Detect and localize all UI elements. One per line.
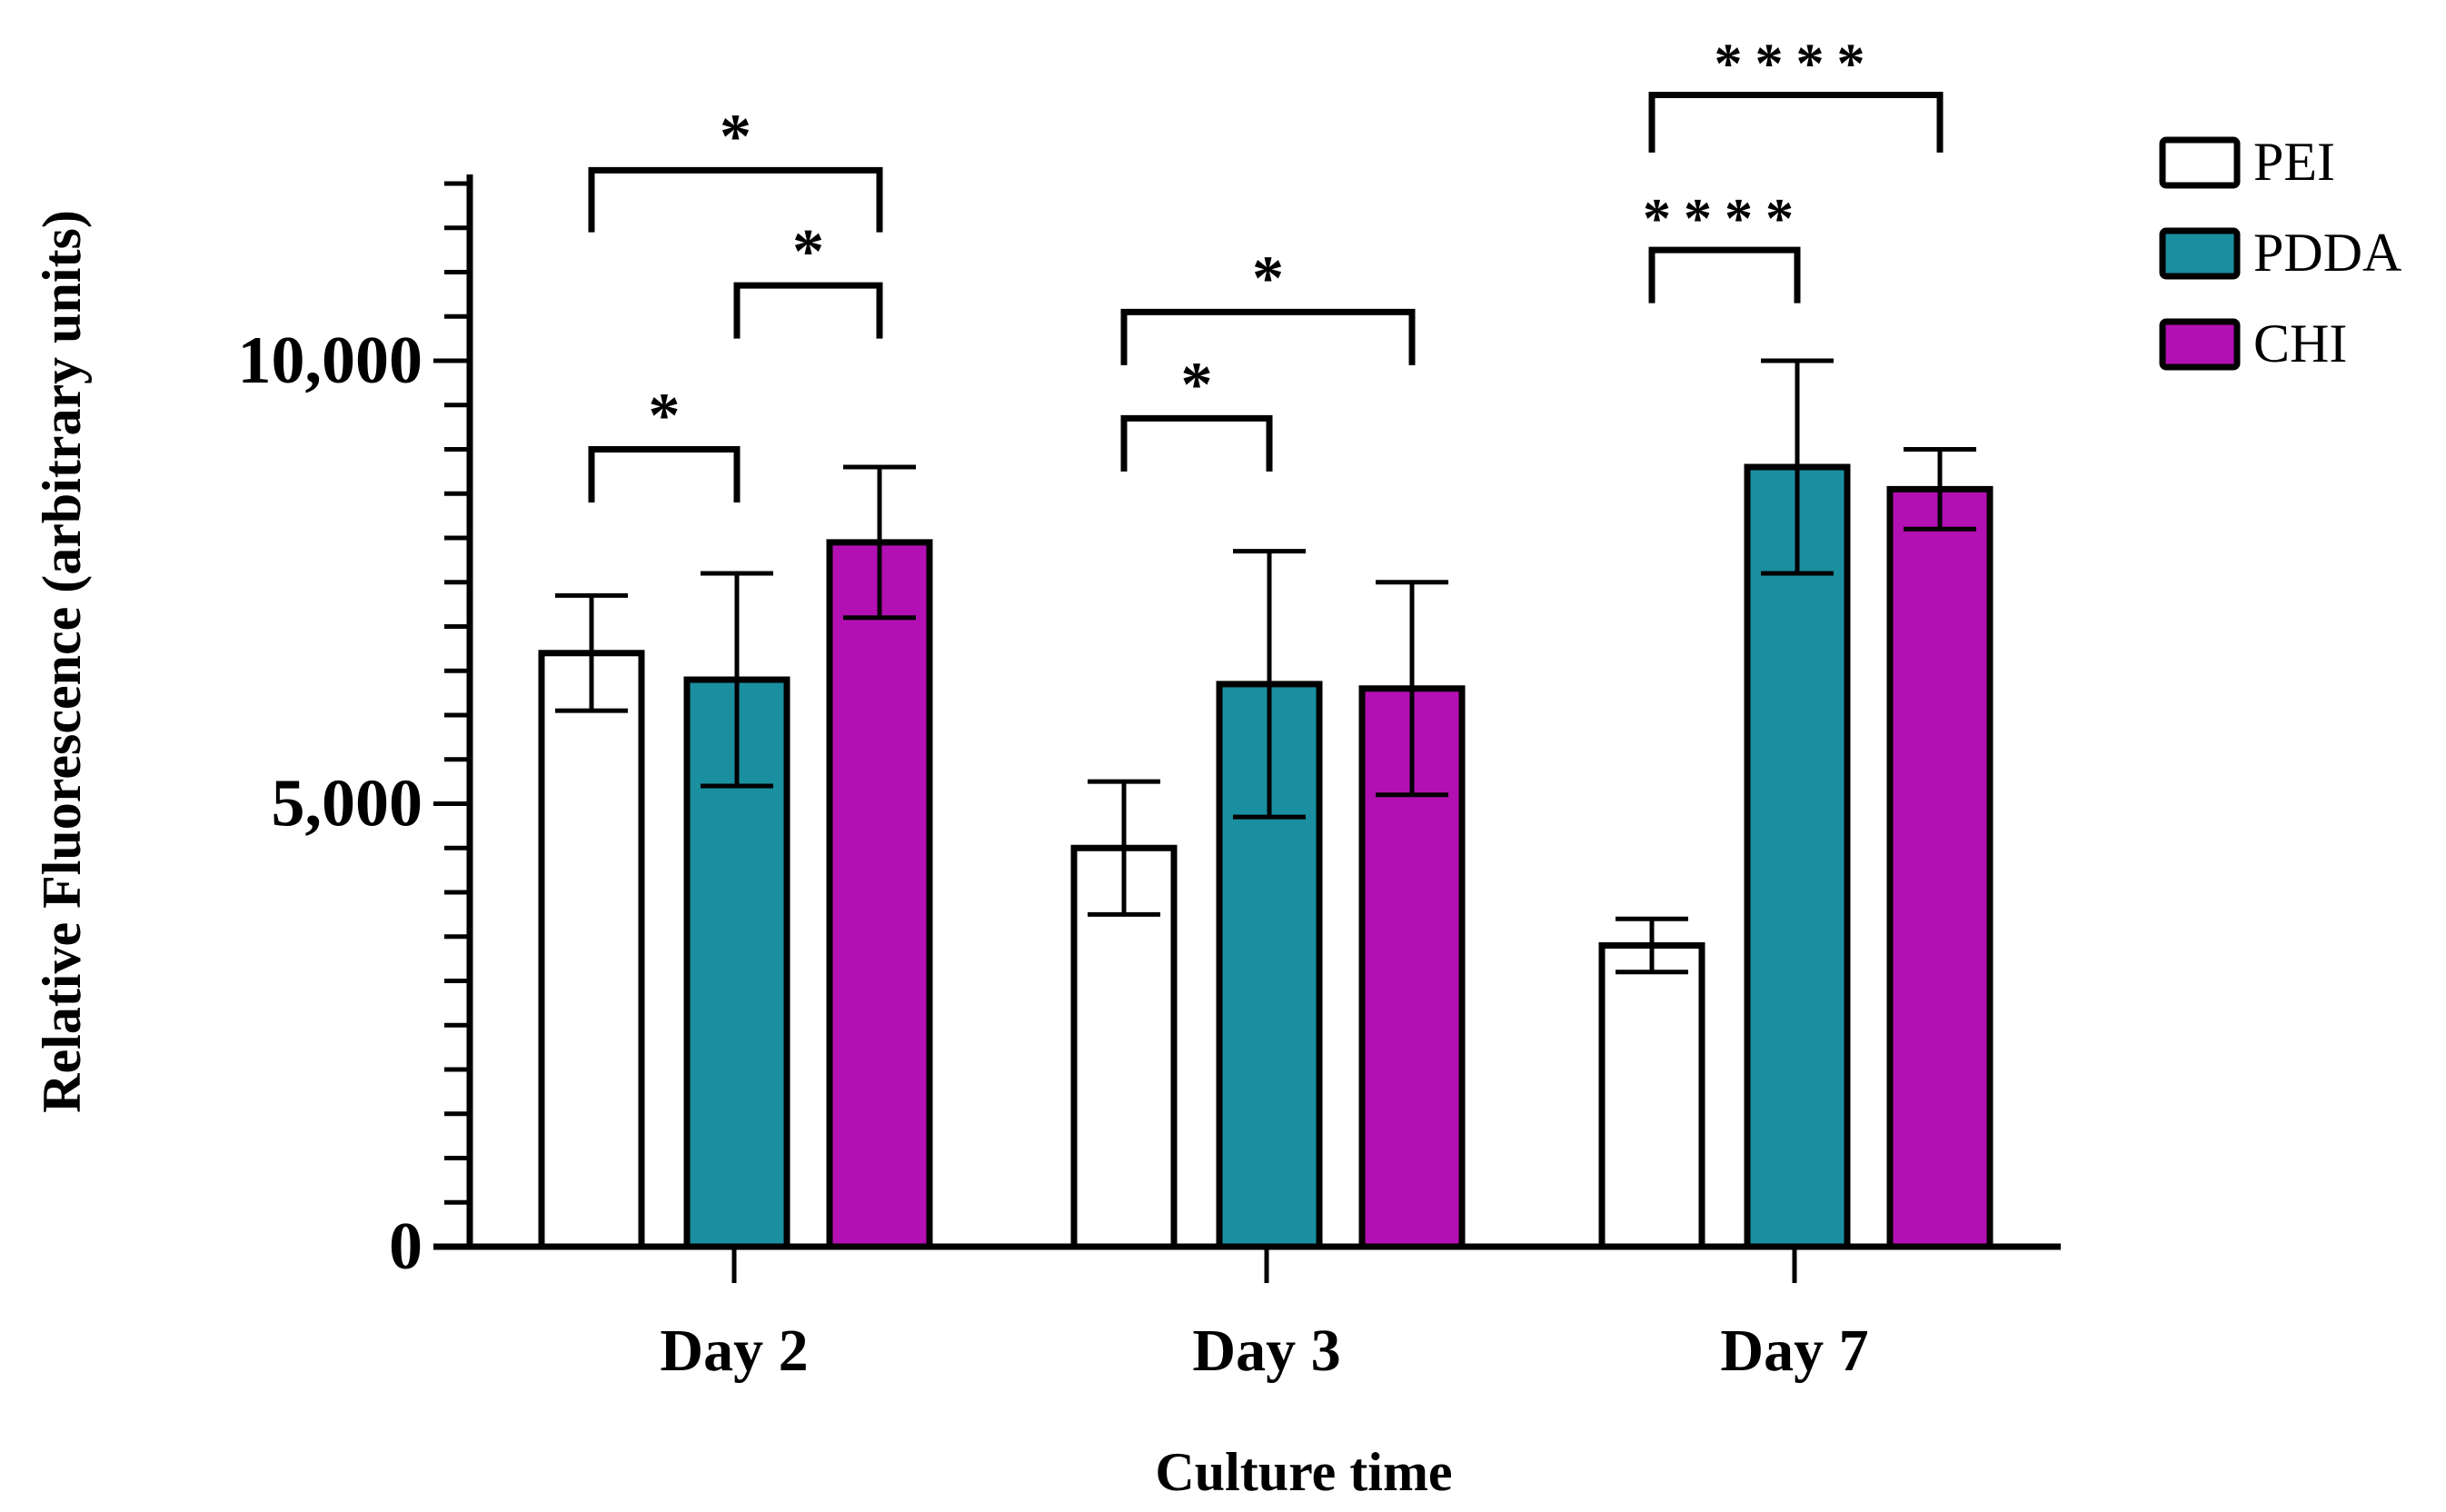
axes (433, 174, 2061, 1250)
error-bar (1616, 916, 1688, 975)
significance-bracket (1648, 92, 1944, 153)
x-tick-labels: Day 2 Day 3 Day 7 (660, 1318, 1868, 1384)
bar-pei-day-7 (1598, 942, 1705, 1250)
y-tick-label: 10,000 (238, 323, 423, 398)
error-bar (843, 464, 916, 621)
significance-bracket (1120, 414, 1273, 472)
error-bar (555, 592, 628, 713)
legend-label-pei: PEI (2253, 132, 2335, 192)
significance-bracket (733, 282, 883, 339)
legend-label-pdda: PDDA (2253, 223, 2401, 283)
legend-swatch-pei (2159, 136, 2241, 189)
y-axis-label: Relative Fluorescence (arbitrary units) (32, 210, 92, 1113)
x-tick-label: Day 3 (1192, 1318, 1340, 1384)
significance-label: * (1252, 244, 1284, 313)
bar-chi-day-2 (826, 539, 933, 1250)
legend-swatch-chi (2159, 318, 2241, 371)
legend-swatch-pdda (2159, 227, 2241, 280)
significance-bracket (588, 446, 741, 502)
error-bar (1904, 447, 1976, 532)
bar-pdda-day-7 (1744, 463, 1851, 1250)
significance-bracket (1648, 246, 1801, 303)
bars-group (538, 463, 1994, 1250)
error-bar (1233, 549, 1306, 820)
significance-bracket (1120, 308, 1416, 365)
significance-label: * (649, 382, 681, 452)
significance-bracket (588, 166, 883, 233)
y-tick-label: 0 (389, 1209, 423, 1284)
x-tick-label: Day 7 (1720, 1318, 1868, 1384)
y-tick-label: 5,000 (272, 767, 423, 841)
x-axis-label: Culture time (1155, 1442, 1452, 1502)
significance-brackets: ************* (588, 34, 1944, 502)
bar-pei-day-2 (538, 650, 645, 1250)
significance-label: * (792, 217, 824, 287)
error-bar (1088, 779, 1160, 917)
y-tick-labels: 0 5,000 10,000 (238, 323, 423, 1284)
significance-label: * (1181, 350, 1213, 420)
bar-chi-day-7 (1886, 485, 1994, 1250)
y-axis-ticks (433, 181, 1797, 1283)
x-tick-label: Day 2 (660, 1318, 808, 1384)
error-bars-group (555, 358, 1976, 975)
significance-label: **** (1643, 188, 1806, 250)
error-bar (1376, 580, 1448, 798)
legend-label-chi: CHI (2253, 313, 2347, 373)
significance-label: **** (1715, 34, 1878, 95)
error-bar (701, 571, 773, 789)
legend: PEI PDDA CHI (2159, 132, 2401, 373)
significance-label: * (720, 102, 751, 172)
error-bar (1761, 358, 1834, 576)
